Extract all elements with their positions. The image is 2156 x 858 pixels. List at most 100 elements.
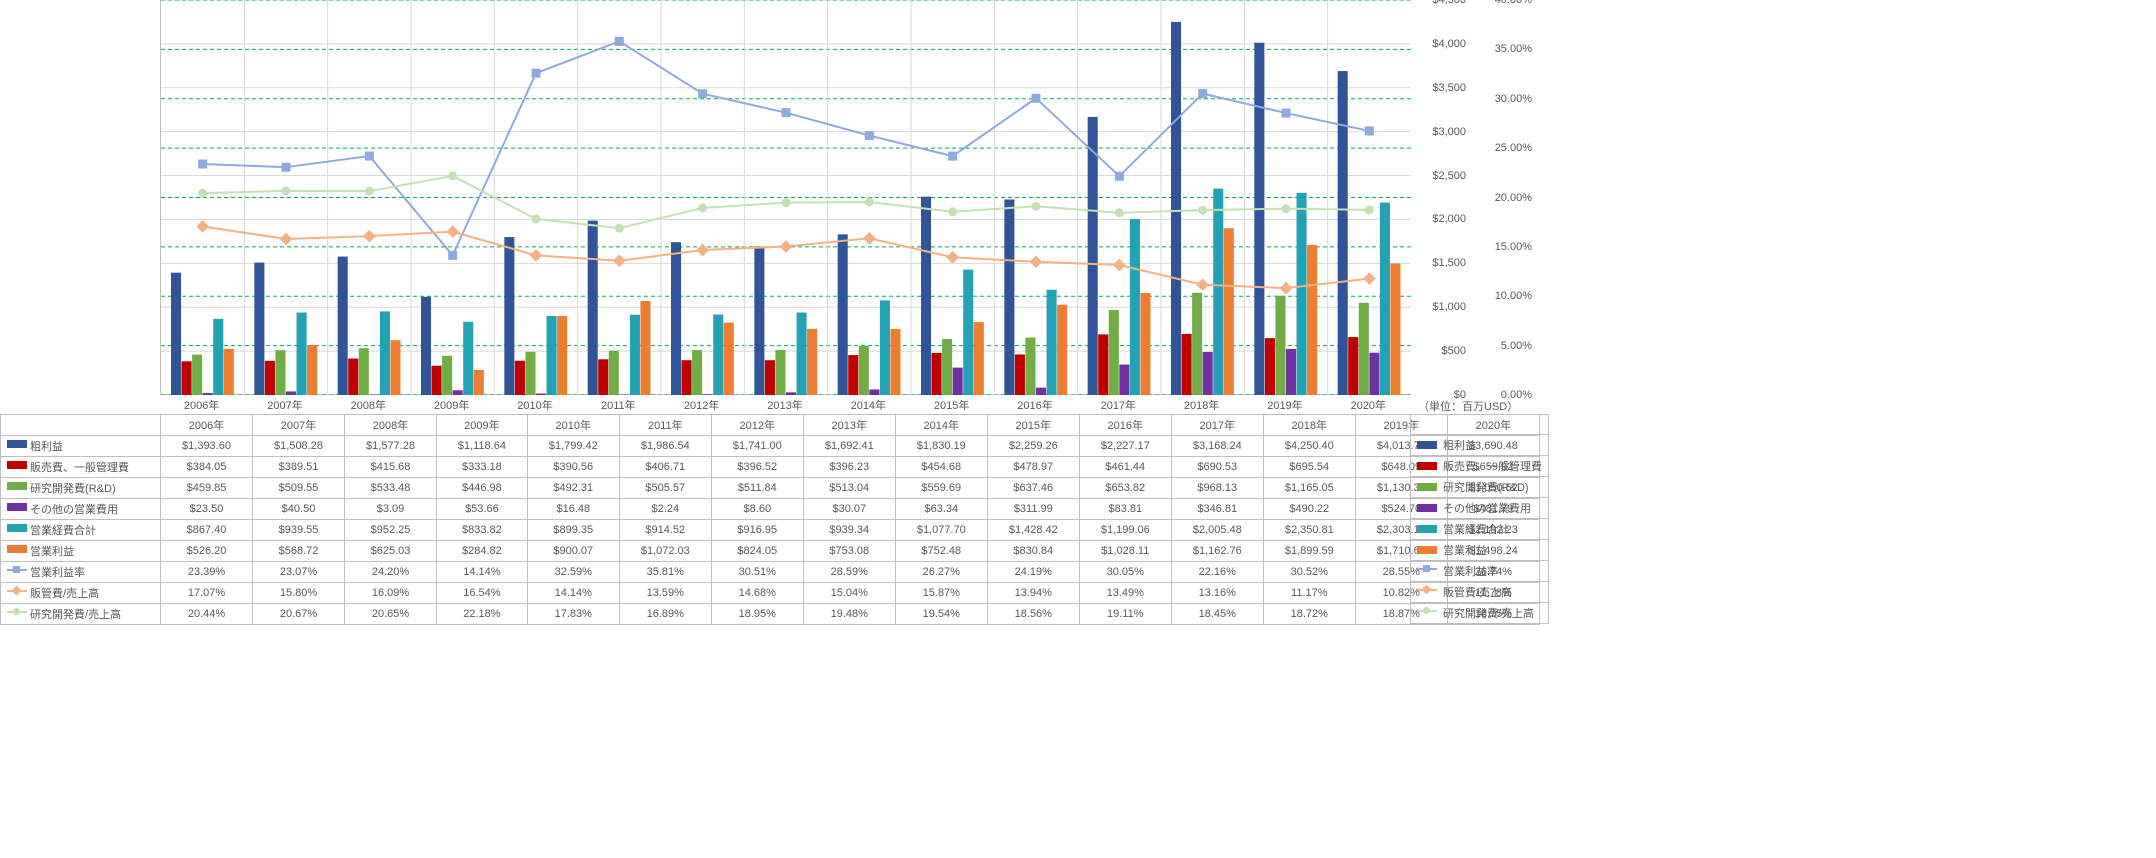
bar-sga	[182, 361, 192, 395]
bar-op_income	[474, 370, 484, 395]
bar-gross_profit	[1254, 43, 1264, 395]
table-cell: $900.07	[527, 541, 619, 562]
bar-op_income	[890, 329, 900, 395]
y1-tick: $2,000	[1432, 213, 1466, 225]
table-cell: $2.24	[619, 499, 711, 520]
table-cell: $690.53	[1171, 457, 1263, 478]
bar-sga	[1265, 338, 1275, 395]
table-cell: $415.68	[345, 457, 437, 478]
bar-rnd	[275, 350, 285, 395]
legend-item: 営業経費合計	[1410, 519, 1549, 540]
table-cell: $1,830.19	[895, 436, 987, 457]
table-row: 営業経費合計$867.40$939.55$952.25$833.82$899.3…	[1, 520, 1540, 541]
bar-op_income	[1307, 245, 1317, 395]
table-cell: $653.82	[1079, 478, 1171, 499]
table-cell: 20.67%	[253, 604, 345, 625]
table-cell: 30.52%	[1263, 562, 1355, 583]
bar-rnd	[359, 348, 369, 395]
bar-op_income	[724, 323, 734, 395]
table-cell: 11.17%	[1263, 583, 1355, 604]
y1-tick: $500	[1442, 345, 1466, 357]
legend-marker	[7, 606, 27, 618]
legend-marker	[7, 522, 27, 534]
table-cell: 35.81%	[619, 562, 711, 583]
bar-op_income	[974, 322, 984, 395]
bar-op_income	[224, 349, 234, 395]
bar-gross_profit	[921, 197, 931, 395]
table-cell: 13.94%	[987, 583, 1079, 604]
table-cell: 32.59%	[527, 562, 619, 583]
x-category: 2019年	[1243, 397, 1326, 413]
table-cell: 14.14%	[527, 583, 619, 604]
unit-label: （単位：百万USD）	[1418, 398, 1518, 414]
table-cell: 18.72%	[1263, 604, 1355, 625]
table-cell: $492.31	[527, 478, 619, 499]
bar-other_opex	[953, 368, 963, 395]
table-cell: $63.34	[895, 499, 987, 520]
legend-marker	[7, 480, 27, 492]
table-row: 営業利益$526.20$568.72$625.03$284.82$900.07$…	[1, 541, 1540, 562]
x-category: 2017年	[1077, 397, 1160, 413]
y1-tick: $1,000	[1432, 301, 1466, 313]
table-row: 販売費、一般管理費$384.05$389.51$415.68$333.18$39…	[1, 457, 1540, 478]
bar-opex_total	[213, 319, 223, 395]
table-cell: $53.66	[437, 499, 528, 520]
table-cell: $1,692.41	[803, 436, 895, 457]
bar-gross_profit	[504, 237, 514, 395]
bar-op_income	[807, 329, 817, 395]
table-cell: 17.83%	[527, 604, 619, 625]
x-category: 2015年	[910, 397, 993, 413]
y2-tick: 35.00%	[1495, 43, 1532, 55]
legend-item: 営業利益	[1410, 540, 1549, 561]
table-cell: 18.45%	[1171, 604, 1263, 625]
table-header: 2009年	[437, 415, 528, 436]
bar-op_income	[307, 345, 317, 395]
bar-sga	[1348, 337, 1358, 395]
bar-other_opex	[1203, 352, 1213, 395]
bar-other_opex	[1369, 353, 1379, 395]
bar-sga	[932, 353, 942, 395]
bar-sga	[1098, 334, 1108, 395]
table-cell: $1,028.11	[1079, 541, 1171, 562]
table-header: 2014年	[895, 415, 987, 436]
table-cell: $461.44	[1079, 457, 1171, 478]
table-cell: $752.48	[895, 541, 987, 562]
table-cell: 20.65%	[345, 604, 437, 625]
bar-opex_total	[297, 313, 307, 395]
table-cell: $2,227.17	[1079, 436, 1171, 457]
table-cell: $824.05	[711, 541, 803, 562]
bar-rnd	[192, 355, 202, 395]
bar-gross_profit	[171, 273, 181, 395]
table-cell: 18.95%	[711, 604, 803, 625]
table-cell: $1,199.06	[1079, 520, 1171, 541]
table-cell: $40.50	[253, 499, 345, 520]
bar-sga	[432, 366, 442, 395]
table-cell: $1,165.05	[1263, 478, 1355, 499]
y2-tick: 40.00%	[1495, 0, 1532, 6]
table-cell: $509.55	[253, 478, 345, 499]
table-cell: $1,072.03	[619, 541, 711, 562]
legend-marker	[7, 585, 27, 597]
legend-marker	[7, 459, 27, 471]
table-cell: $1,162.76	[1171, 541, 1263, 562]
table-cell: $4,250.40	[1263, 436, 1355, 457]
table-cell: $867.40	[161, 520, 253, 541]
right-legend: 粗利益販売費、一般管理費研究開発費(R&D)その他の営業費用営業経費合計営業利益…	[1410, 414, 1549, 624]
table-header: 2008年	[345, 415, 437, 436]
table-cell: 22.16%	[1171, 562, 1263, 583]
table-cell: $939.34	[803, 520, 895, 541]
data-table: 2006年2007年2008年2009年2010年2011年2012年2013年…	[0, 414, 1540, 625]
bar-op_income	[1224, 228, 1234, 395]
table-cell: $2,350.81	[1263, 520, 1355, 541]
table-cell: 16.09%	[345, 583, 437, 604]
bar-sga	[348, 359, 358, 395]
bar-opex_total	[463, 322, 473, 395]
bar-other_opex	[1286, 349, 1296, 395]
table-cell: 24.19%	[987, 562, 1079, 583]
bar-opex_total	[963, 270, 973, 395]
table-cell: $284.82	[437, 541, 528, 562]
table-cell: 13.49%	[1079, 583, 1171, 604]
table-cell: $454.68	[895, 457, 987, 478]
bar-rnd	[942, 339, 952, 395]
bar-other_opex	[1036, 388, 1046, 395]
